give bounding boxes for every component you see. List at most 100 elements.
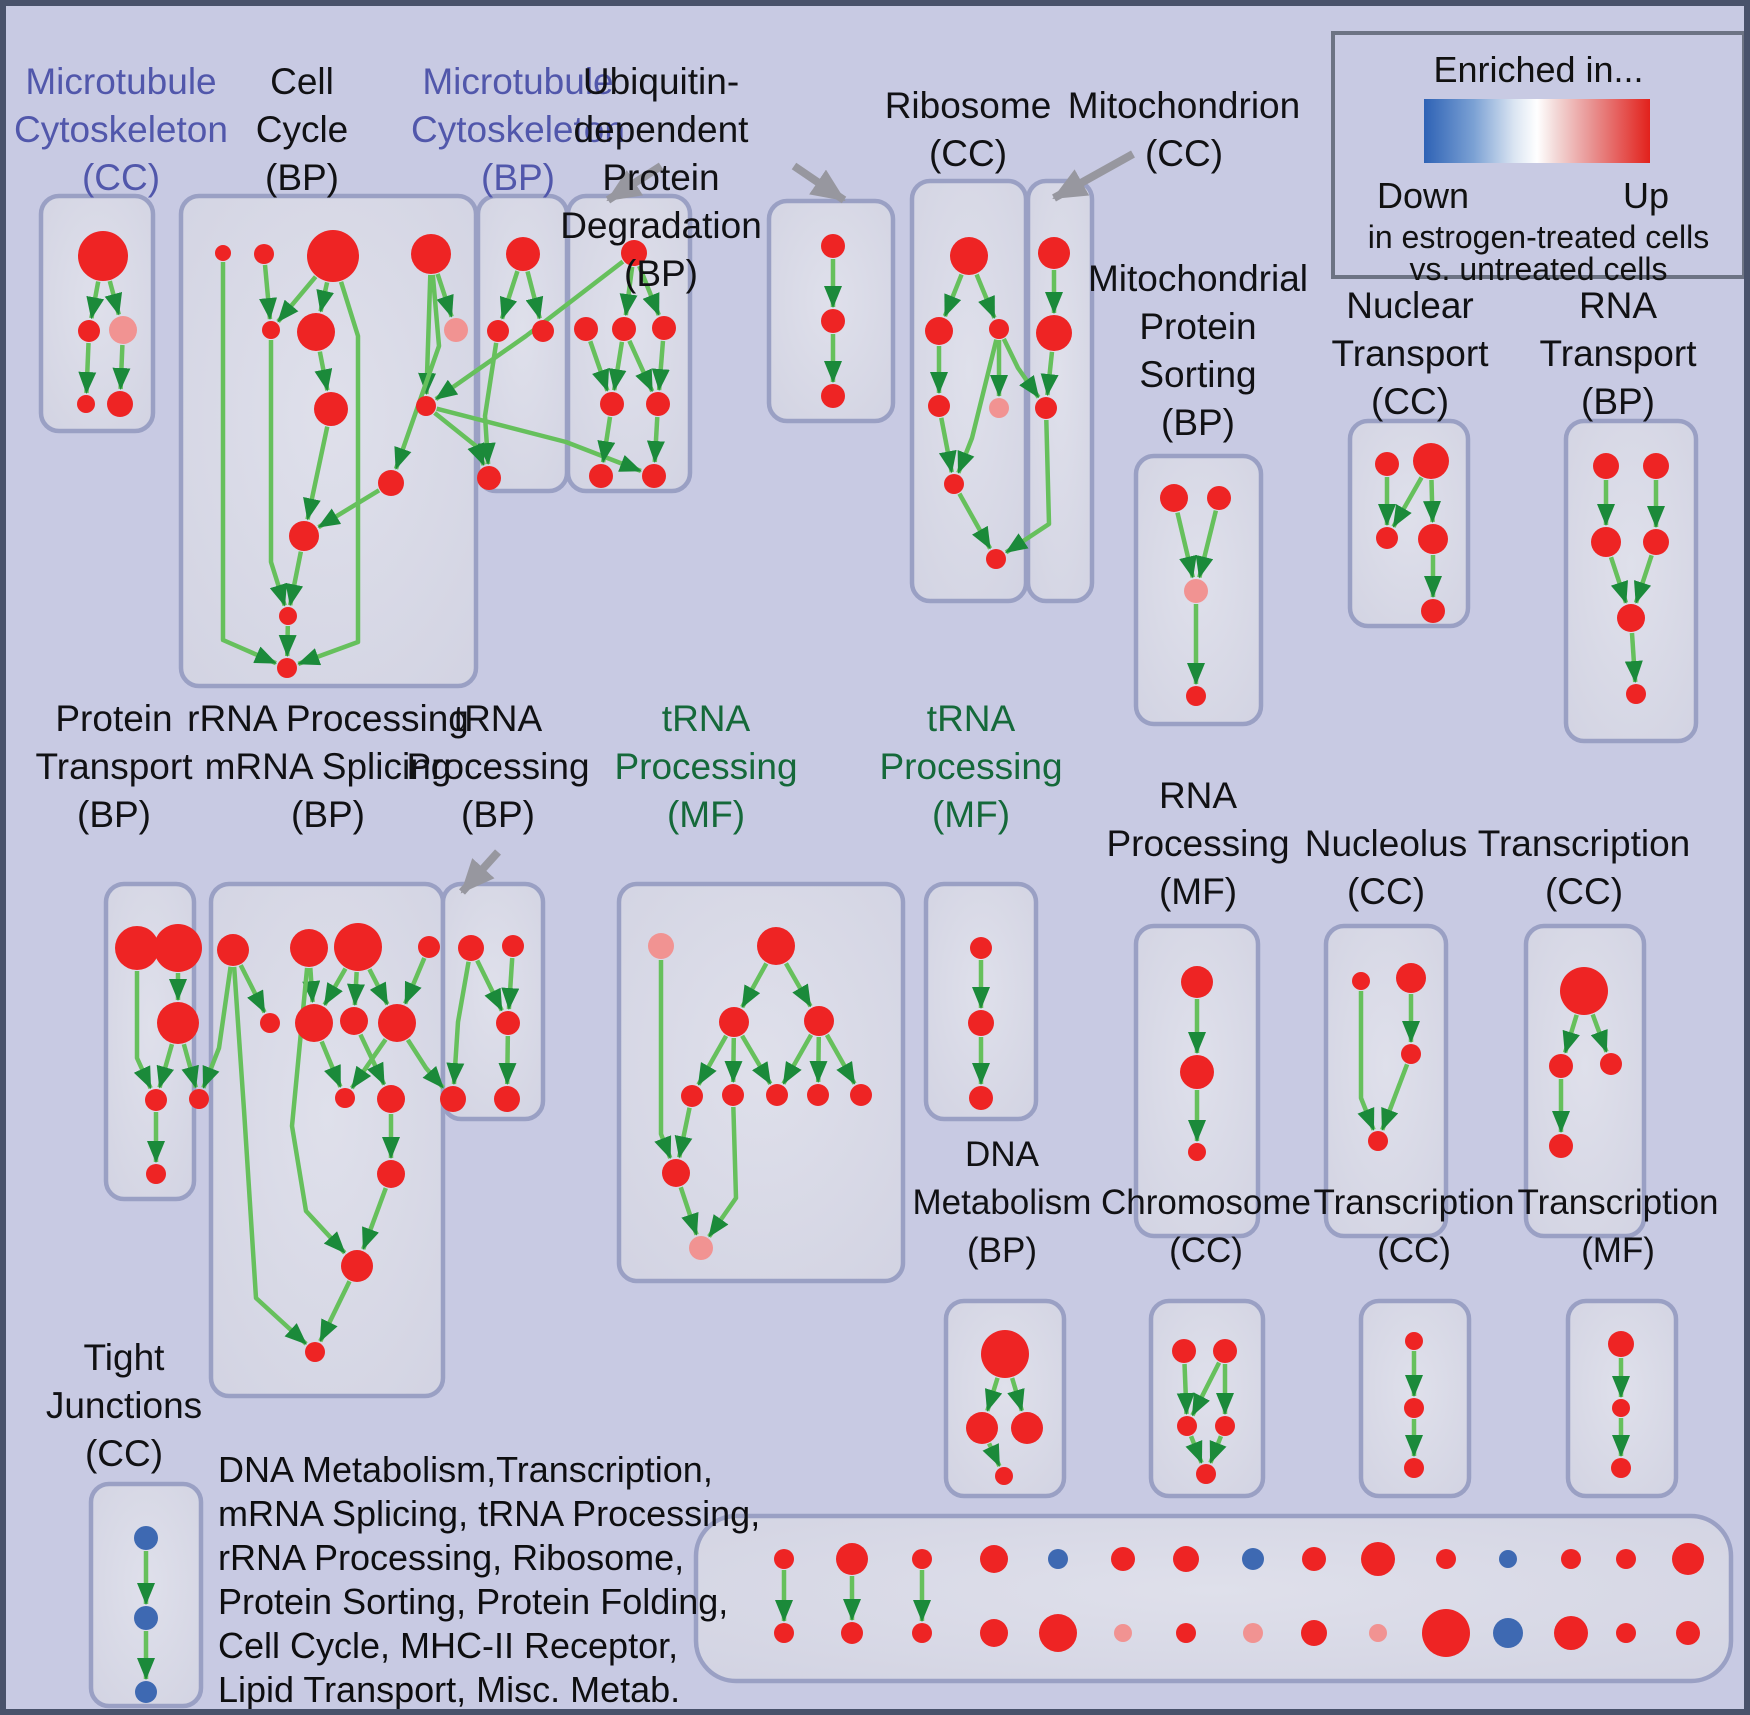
cluster-label-protein-transport: Protein — [55, 698, 172, 739]
edge-M3-R7 — [1004, 419, 1052, 555]
edge-B1-B13 — [220, 262, 277, 666]
node-mitochondrial-protein-sorting-S4 — [1186, 686, 1206, 706]
edge-Q8-TB4 — [405, 1038, 445, 1090]
edge-NT2-NT4 — [1423, 479, 1442, 524]
edge-D2-D4 — [982, 1442, 1002, 1467]
node-mixed-clusters-pair4-top — [1048, 1549, 1068, 1569]
node-trna-processing-bp-TB2 — [502, 935, 524, 957]
footer-line: Cell Cycle, MHC-II Receptor, — [218, 1625, 679, 1666]
cluster-label-ribosome: (CC) — [929, 133, 1007, 174]
edge-T1-T10 — [654, 960, 673, 1159]
node-ribosome-R3 — [989, 319, 1009, 339]
cluster-label-dna-metabolism: DNA — [965, 1135, 1040, 1174]
node-mixed-clusters-pair13-bottom — [1616, 1623, 1636, 1643]
edge-RT3-RT5 — [1608, 556, 1629, 604]
node-mixed-clusters-pair9-top — [1361, 1542, 1395, 1576]
legend-down-label: Down — [1377, 175, 1470, 216]
node-transcription-mf-G3 — [1611, 1458, 1631, 1478]
node-microtubule-bp-C4 — [477, 466, 501, 490]
node-trna-processing-mf-1-T2 — [757, 927, 795, 965]
cluster-label-rna-transport: Transport — [1540, 333, 1698, 374]
cluster-label-transcription-mf: Transcription — [1518, 1183, 1719, 1222]
edge-A1-A3 — [104, 280, 123, 316]
edge-Q2-Q6 — [302, 967, 321, 1004]
node-transcription-cc-mid-Y2 — [1549, 1054, 1573, 1078]
node-mixed-clusters-pair0-bottom — [774, 1623, 794, 1643]
edge-Q12-Q13 — [318, 1280, 352, 1343]
node-mixed-clusters-pair7-bottom — [1243, 1623, 1263, 1643]
edge-RT5-RT6 — [1624, 632, 1643, 684]
edge-B3-B13 — [297, 281, 361, 666]
node-rrna-processing-mrna-splicing-Q8 — [378, 1004, 416, 1042]
cluster-label-cell-cycle: Cell — [270, 61, 334, 102]
node-mixed-clusters-pair11-top — [1499, 1550, 1517, 1568]
node-mixed-clusters-pair0-top — [774, 1549, 794, 1569]
node-ubiquitin-degradation-U2 — [574, 317, 598, 341]
node-transcription-cc-mid-Y4 — [1549, 1134, 1573, 1158]
node-nuclear-transport-NT1 — [1375, 452, 1399, 476]
legend-caption-line1: in estrogen-treated cells — [1367, 219, 1710, 255]
node-rrna-processing-mrna-splicing-Q2 — [290, 929, 328, 967]
node-trna-processing-mf-1-T5 — [681, 1085, 703, 1107]
footer-line: Protein Sorting, Protein Folding, — [218, 1581, 729, 1622]
edge-X3-X4 — [1380, 1063, 1410, 1131]
node-ribosome-R7 — [986, 549, 1006, 569]
edge-TB3-TB5 — [498, 1035, 517, 1086]
node-trna-processing-mf-1-T11 — [689, 1236, 713, 1260]
node-rna-transport-RT3 — [1591, 527, 1621, 557]
edge-R1-R2 — [942, 273, 964, 318]
node-transcription-cc-mid-Y3 — [1600, 1053, 1622, 1075]
node-chromosome-E1 — [1172, 1339, 1196, 1363]
node-chromosome-E5 — [1196, 1464, 1216, 1484]
edge-P3-P5 — [181, 1043, 199, 1089]
node-mitochondrial-protein-sorting-S3 — [1184, 579, 1208, 603]
cluster-label-microtubule-cc: Microtubule — [25, 61, 216, 102]
node-mixed-clusters-pair12-top — [1561, 1549, 1581, 1569]
cluster-label-tight-junctions: Junctions — [46, 1385, 202, 1426]
node-ubiquitin-degradation-2-N1 — [821, 234, 845, 258]
edge-E3-E5 — [1185, 1435, 1204, 1464]
node-nuclear-transport-NT5 — [1421, 599, 1445, 623]
node-dna-metabolism-D4 — [995, 1467, 1013, 1485]
node-nuclear-transport-NT4 — [1418, 524, 1448, 554]
node-protein-transport-P2 — [154, 924, 202, 972]
node-rrna-processing-mrna-splicing-Q3 — [334, 923, 382, 971]
cluster-box-microtubule-cc — [38, 193, 156, 434]
node-mixed-clusters-pair8-bottom — [1301, 1620, 1327, 1646]
cluster-label-rna-processing-mf: RNA — [1159, 775, 1237, 816]
node-protein-transport-P1 — [115, 926, 159, 970]
label-pointer-arrow-1 — [791, 162, 847, 204]
cluster-box-transcription-mf — [1565, 1298, 1679, 1499]
label-pointer-arrow-3 — [459, 849, 501, 895]
node-rna-transport-RT5 — [1617, 604, 1645, 632]
node-rna-transport-RT1 — [1593, 453, 1619, 479]
node-ubiquitin-degradation-U5 — [600, 392, 624, 416]
node-rrna-processing-mrna-splicing-Q9 — [335, 1088, 355, 1108]
node-microtubule-bp-C2 — [487, 320, 509, 342]
cluster-label-dna-metabolism: Metabolism — [913, 1183, 1092, 1222]
node-trna-processing-mf-1-T9 — [850, 1084, 872, 1106]
cluster-label-transcription-cc-bottom: (CC) — [1377, 1231, 1451, 1270]
edge-T4-T7 — [781, 1033, 814, 1085]
node-ribosome-R2 — [925, 317, 953, 345]
cluster-label-ubiquitin-degradation: (BP) — [624, 253, 698, 294]
node-dna-metabolism-D3 — [1011, 1412, 1043, 1444]
cluster-label-trna-processing-bp: tRNA — [454, 698, 543, 739]
node-ribosome-R6 — [944, 474, 964, 494]
node-ubiquitin-degradation-2-N2 — [821, 309, 845, 333]
cluster-label-trna-processing-mf-2: tRNA — [927, 698, 1016, 739]
edge-U6-U8 — [646, 416, 665, 464]
cluster-label-mitochondrion: Mitochondrion — [1068, 85, 1300, 126]
node-mixed-clusters-pair8-top — [1302, 1547, 1326, 1571]
node-mixed-clusters-pair14-top — [1672, 1543, 1704, 1575]
cluster-label-nuclear-transport: Nuclear — [1346, 285, 1474, 326]
node-cell-cycle-B9 — [416, 396, 436, 416]
edge-T4-T8 — [809, 1036, 828, 1084]
legend-gradient-bar — [1424, 99, 1650, 163]
cluster-label-cell-cycle: Cycle — [256, 109, 349, 150]
edge-D1-D2 — [984, 1377, 1003, 1412]
footer-line: DNA Metabolism,Transcription, — [218, 1449, 713, 1490]
node-mixed-clusters-pair6-bottom — [1176, 1623, 1196, 1643]
node-trna-processing-bp-TB5 — [494, 1086, 520, 1112]
node-mixed-clusters-pair2-top — [912, 1549, 932, 1569]
